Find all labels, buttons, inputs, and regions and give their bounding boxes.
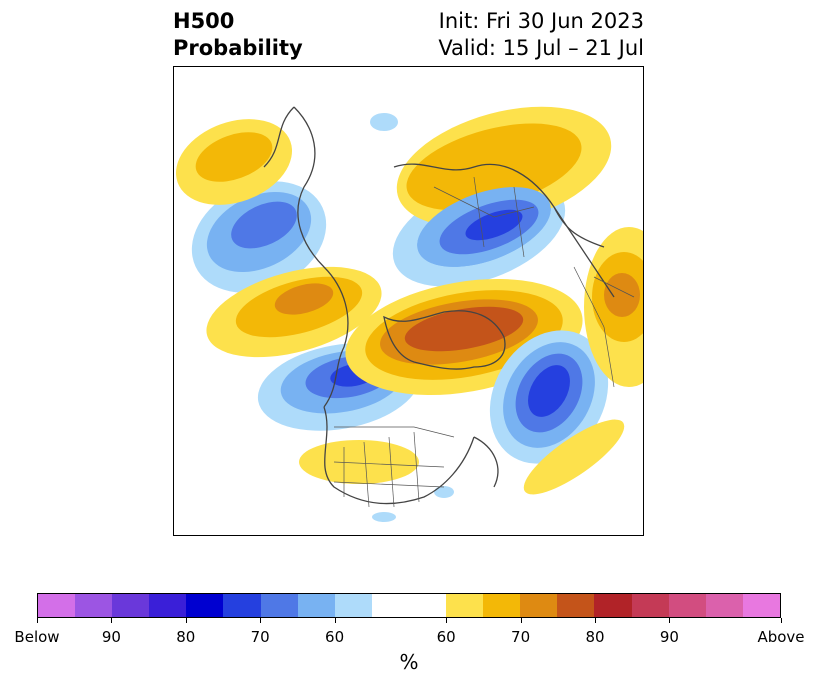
colorbar-tick-mark xyxy=(335,618,336,623)
colorbar-tick-mark xyxy=(521,618,522,623)
colorbar-tick-mark xyxy=(37,618,38,623)
colorbar-tick-mark xyxy=(595,618,596,623)
colorbar-tick-label: 90 xyxy=(101,628,121,646)
colorbar-tick-label: Above xyxy=(757,628,805,646)
colorbar-tick-label: 80 xyxy=(585,628,605,646)
colorbar-tick-label: 60 xyxy=(436,628,456,646)
colorbar-tick-label: 80 xyxy=(176,628,196,646)
colorbar-tick-mark xyxy=(260,618,261,623)
colorbar-segment-below-65 xyxy=(260,594,298,617)
anomaly-above-arctic-ring xyxy=(396,106,612,267)
colorbar-tick-mark xyxy=(669,618,670,623)
colorbar-segment-above-65 xyxy=(520,594,558,617)
coastlines xyxy=(263,106,615,505)
colorbar-segment-above-80 xyxy=(631,594,669,617)
colorbar-segment-below-60 xyxy=(297,594,335,617)
title-line2: Probability xyxy=(173,36,303,60)
colorbar-tick-mark xyxy=(111,618,112,623)
colorbar-segment-above-85 xyxy=(668,594,706,617)
colorbar-segment-below-80 xyxy=(149,594,187,617)
colorbar-segment-above-90 xyxy=(705,594,743,617)
chart-title: H500 Probability xyxy=(173,8,303,62)
colorbar-segment-below-75 xyxy=(186,594,224,617)
anomaly-above-pacific xyxy=(175,119,382,358)
init-date: Init: Fri 30 Jun 2023 xyxy=(438,9,644,33)
colorbar-segment-above-75 xyxy=(594,594,632,617)
forecast-dates: Init: Fri 30 Jun 2023 Valid: 15 Jul – 21… xyxy=(438,8,644,62)
colorbar-segment-below-85 xyxy=(112,594,150,617)
colorbar-tick-label: Below xyxy=(14,628,60,646)
anomaly-above-europe xyxy=(523,227,643,495)
anomaly-below-atlantic xyxy=(489,330,609,464)
anomaly-below-western-pacific xyxy=(191,181,327,293)
probability-map xyxy=(173,66,644,536)
colorbar-tick-label: 90 xyxy=(659,628,679,646)
colorbar-segment-above-70 xyxy=(557,594,595,617)
country-borders xyxy=(333,176,635,508)
colorbar-tick-mark xyxy=(186,618,187,623)
colorbar-tick-label: 70 xyxy=(250,628,270,646)
colorbar-segment-below-70 xyxy=(223,594,261,617)
colorbar-segment-above-55 xyxy=(446,594,484,617)
colorbar-unit-label: % xyxy=(399,650,419,674)
colorbar-segment-below-55 xyxy=(334,594,372,617)
colorbar-segment-above-max xyxy=(742,594,780,617)
colorbar-tick-mark xyxy=(781,618,782,623)
colorbar xyxy=(37,593,781,618)
colorbar-segment-below-max xyxy=(38,594,76,617)
map-canvas xyxy=(175,106,643,522)
colorbar-tick-label: 60 xyxy=(325,628,345,646)
title-line1: H500 xyxy=(173,9,235,33)
colorbar-segment-neutral xyxy=(371,594,447,617)
colorbar-segment-below-90 xyxy=(75,594,113,617)
colorbar-segment-above-60 xyxy=(483,594,521,617)
colorbar-tick-mark xyxy=(446,618,447,623)
colorbar-tick-label: 70 xyxy=(511,628,531,646)
anomaly-above-central-us xyxy=(299,440,454,522)
valid-dates: Valid: 15 Jul – 21 Jul xyxy=(438,36,644,60)
